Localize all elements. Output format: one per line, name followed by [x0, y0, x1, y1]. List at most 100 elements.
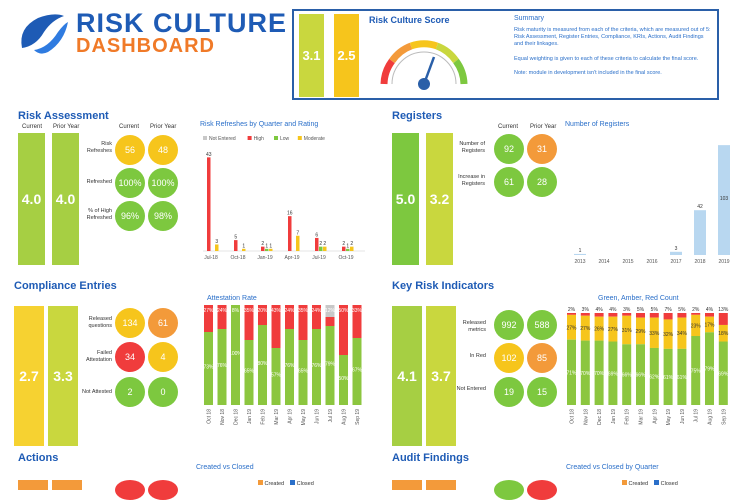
legend-swatch	[203, 136, 207, 140]
legend-swatch	[274, 136, 278, 140]
comp-row-label: Failed Attestation	[86, 350, 112, 363]
audit-partial-circle	[494, 480, 524, 500]
tick-label: Feb 19	[261, 409, 267, 425]
legend-swatch	[297, 136, 302, 140]
tick-label: Oct-19	[338, 255, 353, 261]
ra-refreshed-current: 100%	[115, 168, 145, 198]
data-label: 57%	[271, 373, 282, 379]
data-label: 29%	[635, 329, 646, 335]
data-label: 5%	[678, 307, 686, 313]
tick-label: Mar 19	[639, 409, 645, 425]
tick-label: Nov 18	[583, 409, 589, 425]
data-label: 27%	[203, 308, 214, 314]
data-label: 3	[215, 239, 218, 245]
data-label: 1	[265, 243, 268, 249]
bar-red	[677, 313, 687, 318]
dashboard-subtitle: DASHBOARD	[76, 35, 215, 57]
legend-label: Not Entered	[209, 136, 236, 142]
bar-amber	[636, 317, 645, 345]
reg-number-prior: 31	[527, 134, 557, 164]
data-label: 2%	[692, 307, 700, 313]
data-label: 26%	[594, 327, 605, 333]
actions-partial-bar	[18, 480, 48, 490]
comp-prior-bar: 3.3	[48, 306, 78, 446]
bar-amber	[649, 317, 659, 348]
tick-label: Oct 18	[207, 409, 213, 424]
bar	[342, 246, 346, 251]
audit-partial-bar	[392, 480, 422, 490]
tick-label: Jul 19	[328, 409, 334, 423]
tick-label: Jan 19	[247, 409, 253, 424]
ra-row-label: % of High Refreshed	[86, 208, 112, 221]
tick-label: Jul 19	[694, 409, 700, 423]
reg-col-current: Current	[498, 124, 519, 130]
data-label: 6	[315, 232, 318, 238]
summary-title: Summary	[514, 15, 544, 22]
bar-green	[567, 339, 576, 405]
bar-green	[298, 340, 308, 405]
data-label: 1	[269, 243, 272, 249]
ra-row-label: Risk Refreshes	[86, 141, 112, 154]
kri-in-red-current: 102	[494, 343, 524, 373]
tick-label: Sep 19	[721, 409, 727, 425]
tick-label: 2019	[718, 259, 729, 265]
tick-label: Jan-19	[257, 255, 273, 261]
kri-released-prior: 588	[527, 310, 557, 340]
bar-red	[217, 305, 227, 329]
data-label: 20%	[257, 308, 268, 314]
data-label: 80%	[257, 361, 268, 367]
data-label: 33%	[649, 331, 660, 337]
tick-label: Mar 19	[274, 409, 280, 425]
bar	[261, 246, 265, 251]
audit-partial-bar	[426, 480, 456, 490]
data-label: 27%	[580, 326, 591, 332]
tick-label: 2013	[574, 259, 585, 265]
kri-released-current: 992	[494, 310, 524, 340]
bar-red	[312, 305, 321, 329]
tick-label: Jul-19	[312, 255, 326, 261]
bar	[215, 244, 219, 251]
ra-col-current: Current	[22, 124, 43, 130]
risk-assessment-title: Risk Assessment	[18, 110, 109, 122]
bar	[242, 248, 246, 251]
bar-red	[636, 313, 645, 318]
data-label: 7%	[664, 307, 672, 313]
bar-red	[325, 317, 335, 326]
audit-partial-circle	[527, 480, 557, 500]
bar-green	[636, 344, 645, 405]
audit-legend: Created Closed	[622, 480, 678, 487]
dashboard-title: RISK CULTURE	[76, 8, 287, 38]
legend-label: Moderate	[304, 136, 325, 142]
bar-red	[705, 313, 714, 317]
ra-risk-refreshes-prior: 48	[148, 135, 178, 165]
kri-not-entered-prior: 15	[527, 377, 557, 407]
bar	[346, 248, 350, 251]
data-label: 67%	[352, 368, 363, 374]
data-label: 100%	[229, 351, 242, 357]
bar-amber	[580, 315, 590, 341]
legend-label: Low	[280, 136, 290, 142]
comp-row-label: Not Attested	[82, 389, 112, 395]
ra-current-bar: 4.0	[18, 133, 45, 265]
bar-red	[285, 305, 294, 329]
attestation-chart: 73% 27% Oct 18 76% 24% Nov 18 100% 8% Dec 18 65% 3…	[203, 305, 363, 425]
score-current-bar: 3.1	[299, 14, 324, 97]
tick-label: Nov 18	[220, 409, 226, 425]
actions-partial-circle	[115, 480, 145, 500]
tick-label: Jan 19	[611, 409, 617, 424]
data-label: 5	[234, 235, 237, 241]
tick-label: Oct 18	[570, 409, 576, 424]
bar-green	[258, 325, 267, 405]
tick-label: Aug 19	[342, 409, 348, 425]
bar	[296, 235, 300, 251]
tick-label: 2017	[670, 259, 681, 265]
data-label: 75%	[691, 369, 702, 375]
bar-green	[677, 348, 687, 405]
data-label: 27%	[608, 327, 619, 333]
bar	[234, 240, 238, 251]
summary-paragraph-3: Note: module in development isn't includ…	[514, 70, 662, 76]
data-label: 2	[350, 241, 353, 247]
bar	[288, 216, 292, 251]
data-label: 50%	[338, 308, 349, 314]
data-label: 43	[206, 152, 212, 158]
